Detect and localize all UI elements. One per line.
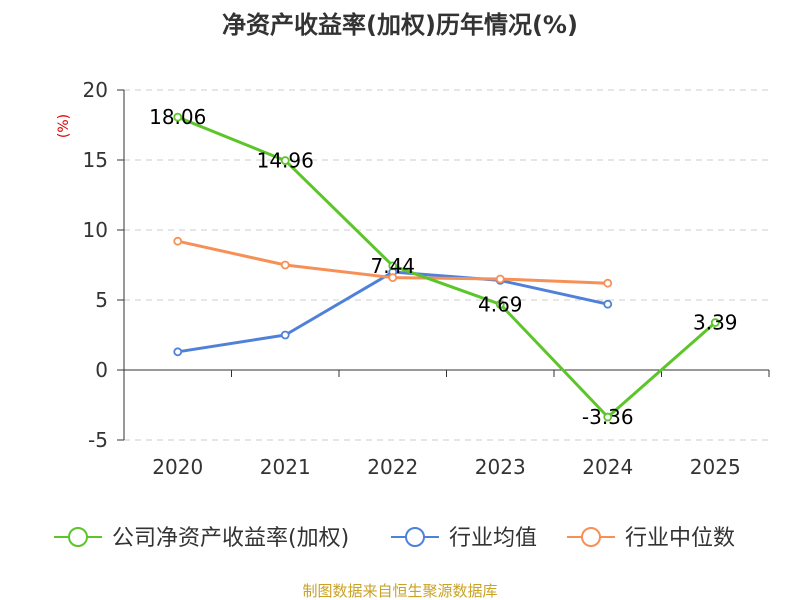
- series-line: [177, 270, 609, 354]
- legend-label: 行业中位数: [625, 526, 735, 551]
- chart-title: 净资产收益率(加权)历年情况(%): [222, 11, 578, 39]
- legend-label: 行业均值: [449, 526, 537, 551]
- x-tick-label: 2020: [152, 455, 203, 479]
- data-label: 3.39: [693, 311, 738, 335]
- source-note: 制图数据来自恒生聚源数据库: [302, 582, 497, 600]
- data-point: [173, 347, 183, 357]
- legend-marker: [68, 527, 88, 547]
- axes: 20 15 10 5 0 -5 2020 2021 2022 2023 2024 2025: [83, 78, 770, 479]
- x-tick-label: 2023: [475, 455, 526, 479]
- x-tick-label: 2021: [260, 455, 311, 479]
- legend-marker: [405, 527, 425, 547]
- data-label: 18.06: [149, 105, 206, 129]
- y-tick-label: 15: [83, 148, 108, 172]
- y-tick-label: 0: [95, 358, 108, 382]
- data-label: 14.96: [257, 149, 314, 173]
- data-point: [710, 318, 720, 327]
- data-point: [173, 112, 183, 122]
- legend-marker: [581, 527, 601, 547]
- data-labels: 18.06 14.96 7.44 4.69 -3.36 3.39: [149, 105, 737, 429]
- y-tick-label: -5: [88, 428, 108, 452]
- y-tick-label: 5: [95, 288, 108, 312]
- data-point: [388, 261, 398, 271]
- data-point: [603, 412, 613, 422]
- series-line: [177, 115, 717, 419]
- x-tick-label: 2024: [582, 455, 633, 479]
- y-axis-unit-label: (%): [56, 114, 72, 138]
- x-tick-label: 2022: [367, 455, 418, 479]
- data-point: [388, 273, 398, 283]
- y-tick-label: 20: [83, 78, 108, 102]
- grid-lines: [124, 89, 769, 441]
- data-point: [495, 299, 505, 309]
- data-point: [603, 299, 613, 309]
- legend-label: 公司净资产收益率(加权): [112, 526, 349, 551]
- data-point: [603, 278, 613, 288]
- legend: 公司净资产收益率(加权) 行业均值 行业中位数: [54, 526, 735, 551]
- data-point: [280, 330, 290, 340]
- x-tick-label: 2025: [690, 455, 741, 479]
- data-label: 7.44: [370, 254, 415, 278]
- data-point: [173, 236, 183, 246]
- data-label: -3.36: [582, 405, 634, 429]
- data-point: [495, 274, 505, 284]
- series-lines: [173, 112, 720, 422]
- data-point: [280, 156, 290, 165]
- data-label: 4.69: [478, 292, 523, 316]
- y-tick-label: 10: [83, 218, 108, 242]
- data-point: [280, 260, 290, 270]
